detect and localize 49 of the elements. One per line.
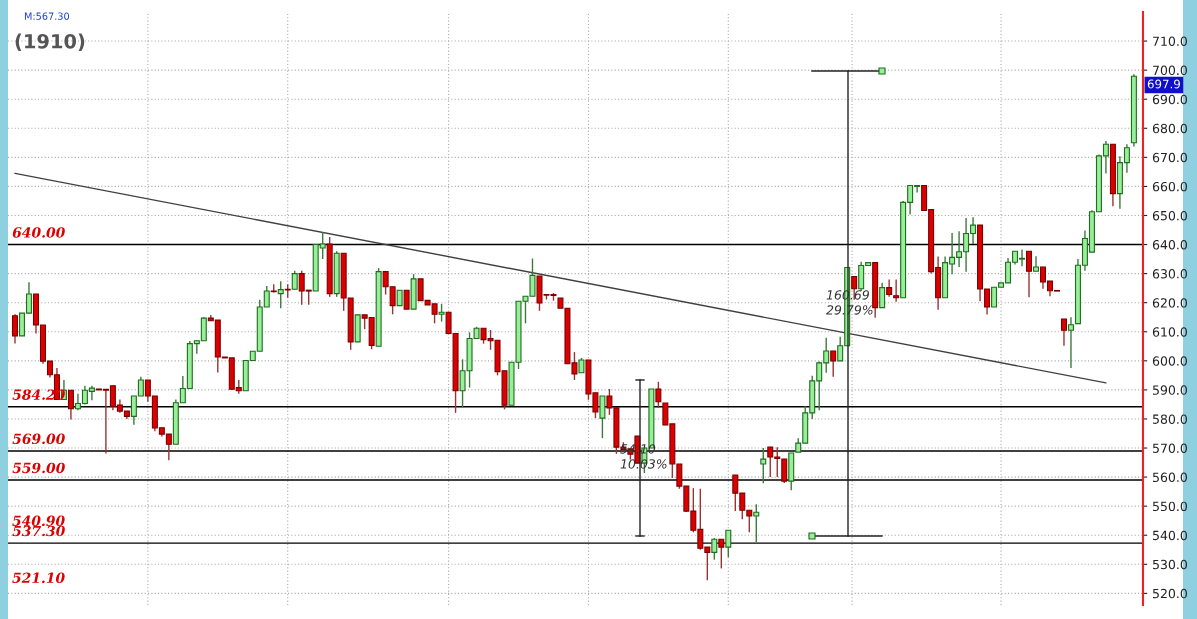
annotation: M:567.30 — [24, 12, 70, 20]
candlestick — [1033, 255, 1040, 272]
y-tick-label: 520.0 — [1152, 588, 1187, 599]
candlestick — [893, 278, 900, 303]
ref-line-label: 569.00 — [12, 433, 65, 445]
ref-line-label: 559.00 — [12, 462, 65, 474]
y-tick-label: 710.0 — [1153, 36, 1187, 46]
candlestick — [1060, 318, 1067, 347]
candlestick — [67, 389, 74, 421]
y-tick-label: 560.0 — [1152, 472, 1187, 483]
y-tick-label: 640.0 — [1152, 240, 1187, 250]
annotation: 540.90 — [12, 515, 65, 527]
y-tick-label: 580.0 — [1152, 414, 1187, 424]
candlestick — [11, 313, 18, 345]
candlestick — [403, 289, 410, 310]
y-tick-label: 660.0 — [1152, 181, 1187, 192]
candlestick — [599, 395, 606, 439]
text: 697.9 — [1147, 79, 1180, 89]
y-tick-label: 690.0 — [1152, 94, 1187, 105]
y-tick-label: 550.0 — [1152, 501, 1187, 512]
candlestick — [655, 381, 662, 409]
text: (1910) — [15, 33, 85, 51]
y-tick-label: 650.0 — [1152, 210, 1187, 221]
candlestick — [830, 350, 837, 378]
y-tick-label: 610.0 — [1152, 327, 1187, 337]
y-tick-label: 700.0 — [1153, 65, 1187, 76]
y-tick-label: 600.0 — [1152, 356, 1187, 366]
annotation: 54.10 — [620, 444, 656, 454]
candlestick — [1026, 250, 1033, 298]
y-tick-label: 630.0 — [1152, 269, 1187, 279]
candlestick — [725, 529, 732, 559]
candlestick — [760, 447, 767, 484]
y-tick-label: 620.0 — [1152, 298, 1187, 308]
candlestick — [277, 280, 284, 309]
annotation: 521.10 — [12, 572, 65, 584]
candlestick — [753, 503, 760, 543]
ref-line-label: 537.30 — [12, 525, 65, 537]
candlestick — [879, 281, 886, 309]
y-tick-label: 530.0 — [1152, 559, 1187, 570]
candlestick — [718, 538, 725, 570]
candlestick — [711, 537, 718, 561]
y-tick-label: 680.0 — [1152, 123, 1187, 134]
ref-line-label: 640.00 — [12, 227, 65, 238]
y-tick-label: 540.0 — [1152, 530, 1187, 541]
candlestick — [1067, 316, 1074, 369]
y-tick-label: 590.0 — [1152, 385, 1187, 395]
y-tick-label: 670.0 — [1152, 152, 1187, 163]
candlestick — [291, 270, 298, 291]
y-tick-label: 570.0 — [1152, 443, 1187, 453]
